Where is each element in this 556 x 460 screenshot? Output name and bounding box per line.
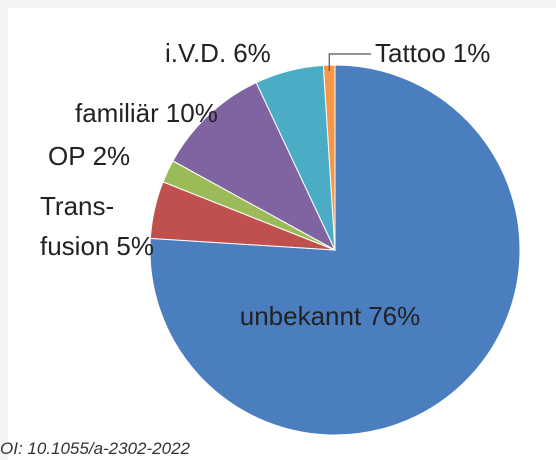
slice-value-label: 10% xyxy=(166,98,218,128)
slice-category: unbekannt xyxy=(240,301,362,331)
slice-label: unbekannt 76% xyxy=(240,301,421,331)
slice-value-label: 2% xyxy=(93,141,131,171)
slice-label: Tattoo 1% xyxy=(375,38,490,68)
slice-category-line: fusion xyxy=(40,231,109,261)
slice-value-label: 1% xyxy=(453,38,491,68)
slice-value-label: 76% xyxy=(368,301,420,331)
slice-category: familiär xyxy=(75,98,159,128)
slice-category: Trans-fusion xyxy=(40,191,114,261)
slice-category: Tattoo xyxy=(375,38,446,68)
caption: OI: 10.1055/a-2302-2022 xyxy=(0,439,191,458)
slice-label: i.V.D. 6% xyxy=(165,38,271,68)
slice-category: OP xyxy=(48,141,86,171)
slice-label: OP 2% xyxy=(48,141,130,171)
pie-slice xyxy=(149,64,521,436)
slice-label: Trans-fusion 5% xyxy=(40,191,154,261)
pie-slice xyxy=(172,81,337,252)
slice-category: i.V.D. xyxy=(165,38,226,68)
slice-value-label: 6% xyxy=(233,38,271,68)
slice-value-label: 5% xyxy=(116,231,154,261)
leader-line xyxy=(328,53,371,71)
slice-label: familiär 10% xyxy=(75,98,218,128)
slice-category-line: Trans- xyxy=(40,191,114,221)
